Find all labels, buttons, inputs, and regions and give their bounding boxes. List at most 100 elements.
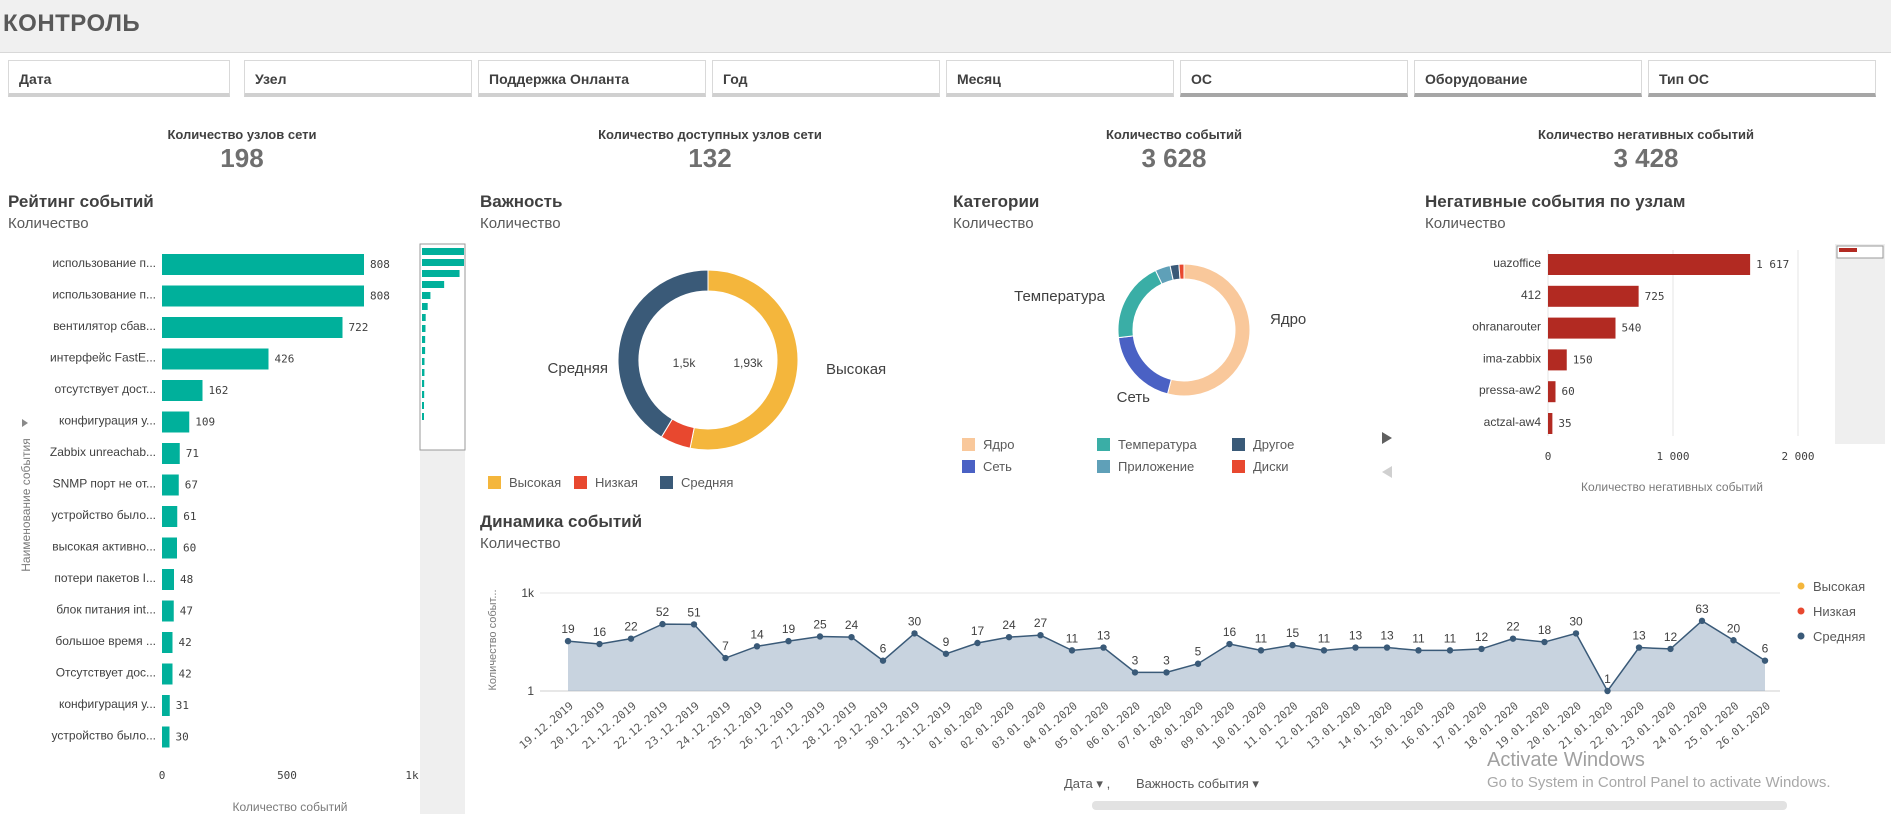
- negative-x-tick: 2 000: [1781, 450, 1814, 463]
- rating-chart[interactable]: использование п... 808 использование п... 8…: [0, 240, 470, 820]
- filter-support[interactable]: Поддержка Онланта: [478, 60, 706, 97]
- dynamics-y-label: Количество событ...: [487, 589, 499, 690]
- legend-high[interactable]: Высокая: [488, 475, 561, 490]
- legend-label: Средняя: [681, 475, 734, 490]
- legend-swatch: [1097, 438, 1110, 451]
- dynamics-legend-label: Низкая: [1813, 604, 1856, 619]
- dynamics-point: [1698, 617, 1706, 625]
- legend-swatch: [1097, 460, 1110, 473]
- legend-label: Ядро: [983, 437, 1015, 452]
- kpi-label: Количество событий: [1105, 127, 1243, 142]
- importance-inner-label: 1,5k: [673, 356, 697, 370]
- importance-donut[interactable]: 1,5k 1,93k Средняя Высокая: [520, 250, 920, 490]
- kpi-value: 132: [688, 143, 732, 173]
- dynamics-y-tick: 1k: [521, 586, 535, 600]
- negative-chart[interactable]: 0 1 000 2 000 uazoffice 1 617 412 725 ohranarou…: [1420, 240, 1890, 500]
- dynamics-scrollbar[interactable]: [1092, 801, 1787, 810]
- dynamics-value-label: 9: [943, 635, 950, 649]
- dynamics-point: [911, 630, 918, 637]
- rating-value-label: 42: [179, 636, 192, 649]
- dynamics-point: [942, 650, 950, 657]
- dynamics-legend-marker: [1797, 632, 1805, 640]
- legend-prev-icon[interactable]: [1382, 466, 1392, 478]
- rating-category-label: большое время ...: [55, 634, 156, 648]
- legend-label: Высокая: [509, 475, 562, 490]
- rating-bar: [162, 348, 269, 370]
- dynamics-point: [1572, 630, 1580, 637]
- filter-equipment[interactable]: Оборудование: [1414, 60, 1642, 97]
- legend-swatch: [962, 460, 975, 473]
- dynamics-point: [1541, 638, 1548, 646]
- dynamics-value-label: 12: [1664, 630, 1678, 644]
- dynamics-value-label: 63: [1695, 602, 1709, 616]
- dynamics-value-label: 12: [1475, 630, 1489, 644]
- dynamics-point: [1635, 644, 1643, 651]
- legend-medium[interactable]: Средняя: [660, 475, 733, 490]
- categories-slice: [1178, 263, 1185, 280]
- legend-label: Сеть: [983, 459, 1012, 474]
- legend-core[interactable]: Ядро: [962, 437, 1014, 452]
- dynamics-value-label: 30: [1569, 614, 1583, 628]
- dynamics-point: [1163, 669, 1170, 676]
- dynamics-value-label: 19: [561, 622, 575, 636]
- filter-os-type[interactable]: Тип ОС: [1648, 60, 1876, 97]
- dynamics-value-label: 22: [624, 620, 638, 634]
- dynamics-point: [596, 640, 603, 648]
- categories-donut[interactable]: Ядро Температура Сеть: [980, 250, 1340, 420]
- rating-category-label: использование п...: [52, 256, 156, 270]
- dynamics-value-label: 7: [722, 639, 729, 653]
- dynamics-value-label: 3: [1132, 653, 1139, 667]
- kpi-label: Количество узлов сети: [167, 127, 317, 142]
- legend-next-icon[interactable]: [1382, 432, 1392, 444]
- dynamics-point: [722, 654, 729, 662]
- dynamics-value-label: 6: [880, 642, 887, 656]
- kpi-available-nodes: Количество доступных узлов сети 132: [560, 127, 860, 174]
- filter-os[interactable]: ОС: [1180, 60, 1408, 97]
- dynamics-point: [848, 633, 855, 641]
- rating-bar: [162, 600, 174, 622]
- legend-other[interactable]: Другое: [1232, 437, 1294, 452]
- dynamics-date-selector[interactable]: Дата ▾ ,: [1064, 776, 1111, 791]
- rating-bar: [162, 317, 343, 338]
- rating-category-label: вентилятор сбав...: [53, 319, 156, 333]
- legend-application[interactable]: Приложение: [1097, 459, 1194, 474]
- dynamics-value-label: 52: [656, 605, 670, 619]
- dynamics-value-label: 51: [687, 605, 701, 619]
- filter-date[interactable]: Дата: [8, 60, 230, 97]
- negative-title: Негативные события по узлам: [1425, 192, 1686, 211]
- legend-net[interactable]: Сеть: [962, 459, 1012, 474]
- kpi-events: Количество событий 3 628: [1024, 127, 1324, 174]
- rating-mini-bar: [422, 281, 445, 288]
- negative-value-label: 35: [1558, 417, 1571, 430]
- legend-temperature[interactable]: Температура: [1097, 437, 1197, 452]
- rating-value-label: 426: [275, 353, 295, 366]
- dynamics-value-label: 13: [1097, 629, 1111, 643]
- rating-bar: [162, 506, 178, 527]
- rating-value-label: 60: [183, 542, 196, 555]
- legend-disks[interactable]: Диски: [1232, 459, 1289, 474]
- dynamics-point: [690, 621, 698, 628]
- rating-mini-bar: [422, 314, 426, 321]
- dynamics-point: [1383, 644, 1391, 651]
- dynamics-value-label: 11: [1444, 631, 1457, 645]
- dynamics-importance-selector[interactable]: Важность события ▾: [1136, 776, 1259, 792]
- rating-category-label: блок питания int...: [56, 603, 156, 617]
- filter-year[interactable]: Год: [712, 60, 940, 97]
- rating-y-label: Наименование события: [19, 438, 33, 572]
- rating-bar: [162, 254, 364, 275]
- negative-value-label: 725: [1645, 290, 1665, 303]
- dynamics-point: [1320, 647, 1328, 654]
- rating-category-label: высокая активно...: [52, 540, 156, 554]
- dynamics-point: [1509, 635, 1517, 642]
- dynamics-value-label: 30: [908, 614, 922, 628]
- filter-month[interactable]: Месяц: [946, 60, 1174, 97]
- dynamics-value-label: 27: [1034, 616, 1048, 630]
- chevron-down-icon: ▾: [1252, 776, 1259, 791]
- legend-swatch: [962, 438, 975, 451]
- rating-value-label: 47: [180, 605, 193, 618]
- rating-category-label: устройство было...: [52, 508, 156, 522]
- activation-watermark-title: Activate Windows: [1487, 749, 1645, 771]
- filter-node[interactable]: Узел: [244, 60, 472, 97]
- legend-low[interactable]: Низкая: [574, 475, 638, 490]
